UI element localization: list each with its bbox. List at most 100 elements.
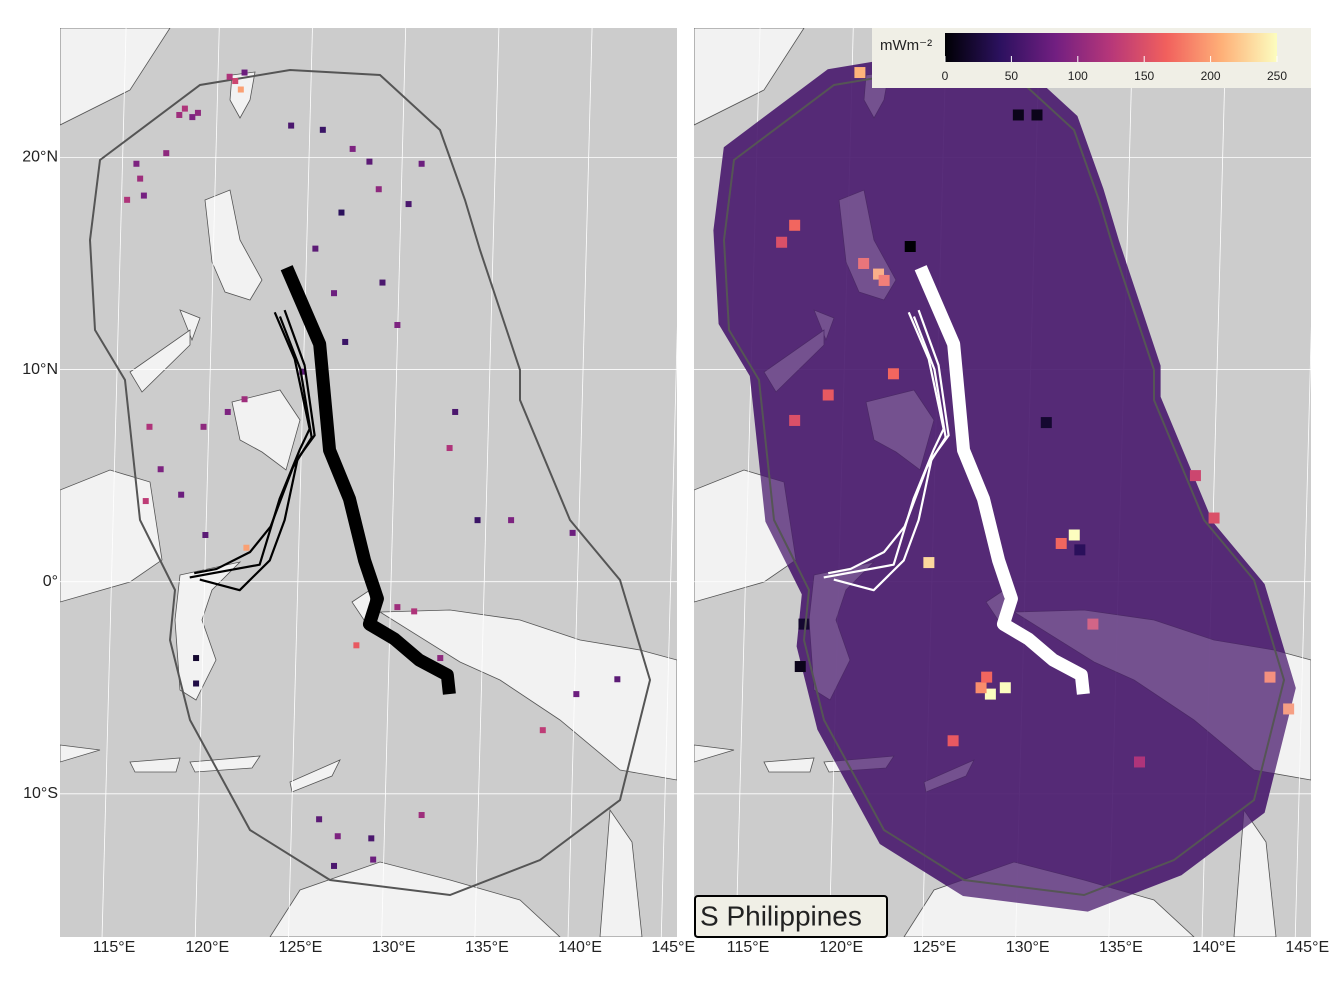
heat-cell (975, 682, 987, 694)
grid-line (194, 28, 220, 937)
observation (243, 544, 250, 551)
observation (418, 812, 425, 819)
observation (569, 529, 576, 536)
observation (193, 655, 200, 662)
observation (375, 186, 382, 193)
heat-cell (981, 671, 993, 683)
heat-cell (1134, 756, 1146, 768)
observation (353, 642, 360, 649)
grid-line (660, 326, 677, 937)
region-label: S Philippines (700, 900, 862, 931)
observation (146, 423, 153, 430)
observation (334, 833, 341, 840)
x-tick-label: 130°E (1006, 939, 1050, 956)
grid-line (288, 28, 313, 937)
observation (316, 816, 323, 823)
tracks (189, 265, 456, 695)
track (823, 311, 945, 579)
heat-cell (854, 67, 866, 79)
observation (202, 532, 209, 539)
observation (394, 321, 401, 328)
colorbar-gradient (945, 33, 1277, 62)
heat-cell (1074, 544, 1086, 556)
observation (157, 466, 164, 473)
observation (342, 338, 349, 345)
heat-cell (1068, 529, 1080, 541)
x-tick-label: 120°E (185, 939, 229, 956)
grid-line (474, 28, 500, 937)
observation (331, 290, 338, 297)
observation (224, 408, 231, 415)
y-tick-label: 0° (43, 573, 58, 590)
heat-cell (798, 618, 810, 630)
heat-cell (789, 414, 801, 426)
observation (331, 862, 338, 869)
observation (241, 396, 248, 403)
observation (237, 86, 244, 93)
observation (163, 150, 170, 157)
x-tick-label: 130°E (372, 939, 416, 956)
colorbar-tick-label: 200 (1201, 69, 1221, 83)
observation (349, 145, 356, 152)
track (199, 309, 316, 592)
colorbar-tick-label: 50 (1005, 69, 1019, 83)
x-tick-label: 120°E (819, 939, 863, 956)
y-tick-label: 20°N (22, 149, 58, 166)
track (833, 309, 950, 592)
observation (137, 175, 144, 182)
track (280, 265, 456, 695)
heat-cell (999, 682, 1011, 694)
observation (573, 691, 580, 698)
observation (368, 835, 375, 842)
axes: 115°E 120°E 125°E 130°E 135°E 140°E 145°E 115°E… (22, 149, 1329, 957)
heat-cell (1189, 470, 1201, 482)
observation (405, 201, 412, 208)
x-tick-label: 125°E (279, 939, 323, 956)
observation (194, 109, 201, 116)
observation (288, 122, 295, 129)
x-tick-label: 135°E (1099, 939, 1143, 956)
observation (379, 279, 386, 286)
heat-cell (776, 236, 788, 248)
track (189, 311, 311, 579)
observation (176, 111, 183, 118)
observation (178, 491, 185, 498)
colorbar: mWm⁻² 0 50 100 150 200 250 (880, 33, 1287, 83)
colorbar-label: mWm⁻² (880, 37, 932, 54)
grid-line (1294, 326, 1311, 937)
x-tick-label: 135°E (465, 939, 509, 956)
heat-cell (1012, 109, 1024, 121)
observation (452, 408, 459, 415)
right-panel: mWm⁻² 0 50 100 150 200 250 (694, 28, 1311, 937)
y-tick-label: 10°S (23, 785, 58, 802)
heat-cell (1040, 417, 1052, 429)
observation (241, 69, 248, 76)
observation (614, 676, 621, 683)
observation (133, 160, 140, 167)
tracks (823, 265, 1090, 695)
observation (142, 498, 149, 505)
track (194, 316, 313, 575)
heat-cell (1055, 537, 1067, 549)
colorbar-tick-label: 100 (1068, 69, 1088, 83)
heat-cell (923, 557, 935, 569)
grid-line (567, 28, 593, 937)
heat-cell (1031, 109, 1043, 121)
colorbar-tick-label: 250 (1267, 69, 1287, 83)
observation (226, 73, 233, 80)
heat-cell (794, 661, 806, 673)
track (914, 265, 1090, 695)
heat-cell (822, 389, 834, 401)
grid-line (381, 28, 407, 937)
colorbar-tick-label: 150 (1134, 69, 1154, 83)
observation (394, 604, 401, 611)
observation (370, 856, 377, 863)
x-tick-label: 140°E (558, 939, 602, 956)
heat-cell (1208, 512, 1220, 524)
observation (418, 160, 425, 167)
observation (200, 423, 207, 430)
observation (411, 608, 418, 615)
observation (437, 655, 444, 662)
x-tick-label: 140°E (1192, 939, 1236, 956)
